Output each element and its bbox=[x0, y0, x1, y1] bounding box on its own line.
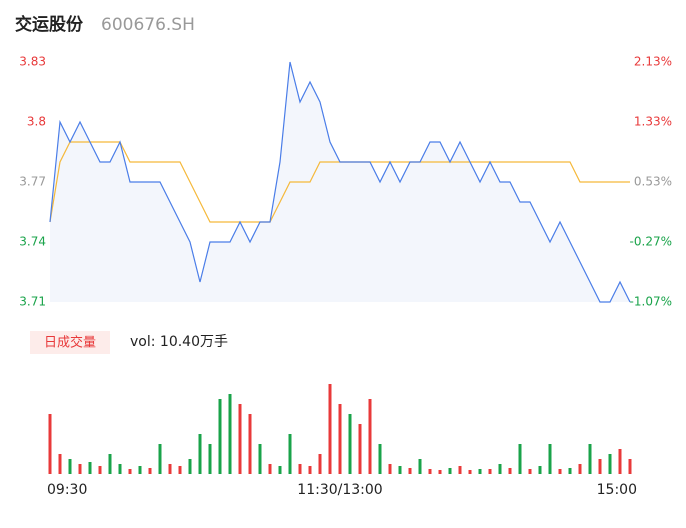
price-line bbox=[49, 61, 631, 303]
volume-bar bbox=[168, 464, 172, 474]
volume-bar bbox=[198, 434, 202, 474]
volume-bar bbox=[88, 462, 92, 474]
volume-bar bbox=[368, 399, 372, 474]
volume-bar bbox=[58, 454, 62, 474]
volume-bar bbox=[188, 459, 192, 474]
volume-bar bbox=[628, 459, 632, 474]
volume-bar bbox=[338, 404, 342, 474]
volume-bar bbox=[298, 464, 302, 474]
volume-text: vol: 10.40万手 bbox=[130, 334, 228, 350]
y-tick-label: 3.83 bbox=[19, 55, 46, 69]
volume-bar bbox=[268, 464, 272, 474]
volume-bar bbox=[288, 434, 292, 474]
price-area bbox=[50, 62, 630, 302]
volume-bar bbox=[408, 468, 412, 474]
y-tick-label: 3.77 bbox=[19, 175, 46, 189]
volume-bar bbox=[588, 444, 592, 474]
volume-bar bbox=[498, 464, 502, 474]
volume-bar bbox=[358, 424, 362, 474]
volume-bar bbox=[128, 469, 132, 474]
volume-bar bbox=[148, 468, 152, 474]
stock-name: 交运股份 bbox=[15, 14, 84, 35]
volume-bar bbox=[318, 454, 322, 474]
volume-bar bbox=[548, 444, 552, 474]
y2-tick-label: 2.13% bbox=[634, 55, 672, 69]
volume-bar bbox=[558, 469, 562, 474]
x-tick-label: 11:30/13:00 bbox=[297, 482, 382, 498]
volume-bar bbox=[488, 469, 492, 474]
y-tick-label: 3.71 bbox=[19, 295, 46, 309]
volume-bar bbox=[258, 444, 262, 474]
y2-tick-label: -0.27% bbox=[630, 235, 672, 249]
volume-bar bbox=[178, 466, 182, 474]
volume-bar bbox=[348, 414, 352, 474]
volume-bar bbox=[218, 399, 222, 474]
volume-bar bbox=[98, 466, 102, 474]
volume-bar bbox=[418, 459, 422, 474]
volume-bar bbox=[538, 466, 542, 474]
x-tick-label: 15:00 bbox=[597, 482, 637, 498]
volume-bar bbox=[458, 466, 462, 474]
volume-bar bbox=[108, 454, 112, 474]
volume-bar bbox=[328, 384, 332, 474]
volume-bar bbox=[208, 444, 212, 474]
volume-bar bbox=[48, 414, 52, 474]
volume-bar bbox=[598, 459, 602, 474]
volume-bar bbox=[308, 466, 312, 474]
volume-bar bbox=[248, 414, 252, 474]
stock-code: 600676.SH bbox=[101, 15, 195, 35]
volume-bar bbox=[448, 468, 452, 474]
y2-tick-label: 1.33% bbox=[634, 115, 672, 129]
volume-label: 日成交量 bbox=[44, 335, 96, 351]
volume-bar bbox=[478, 469, 482, 474]
volume-bar bbox=[228, 394, 232, 474]
volume-bar bbox=[608, 454, 612, 474]
volume-bar bbox=[388, 464, 392, 474]
volume-bar bbox=[618, 449, 622, 474]
volume-bar bbox=[438, 470, 442, 474]
volume-bar bbox=[568, 468, 572, 474]
volume-bar bbox=[68, 459, 72, 474]
x-tick-label: 09:30 bbox=[47, 482, 87, 498]
volume-bar bbox=[518, 444, 522, 474]
volume-bar bbox=[118, 464, 122, 474]
volume-bar bbox=[428, 469, 432, 474]
volume-bar bbox=[378, 444, 382, 474]
volume-bar bbox=[528, 469, 532, 474]
volume-bar bbox=[158, 444, 162, 474]
volume-bar bbox=[508, 468, 512, 474]
volume-bar bbox=[138, 466, 142, 474]
y-tick-label: 3.8 bbox=[27, 115, 46, 129]
y2-tick-label: -1.07% bbox=[630, 295, 672, 309]
volume-bar bbox=[78, 464, 82, 474]
volume-bar bbox=[578, 464, 582, 474]
volume-label-box bbox=[30, 331, 110, 354]
volume-bar bbox=[398, 466, 402, 474]
volume-bar bbox=[238, 404, 242, 474]
volume-bar bbox=[468, 470, 472, 474]
y2-tick-label: 0.53% bbox=[634, 175, 672, 189]
volume-bar bbox=[278, 466, 282, 474]
y-tick-label: 3.74 bbox=[19, 235, 46, 249]
